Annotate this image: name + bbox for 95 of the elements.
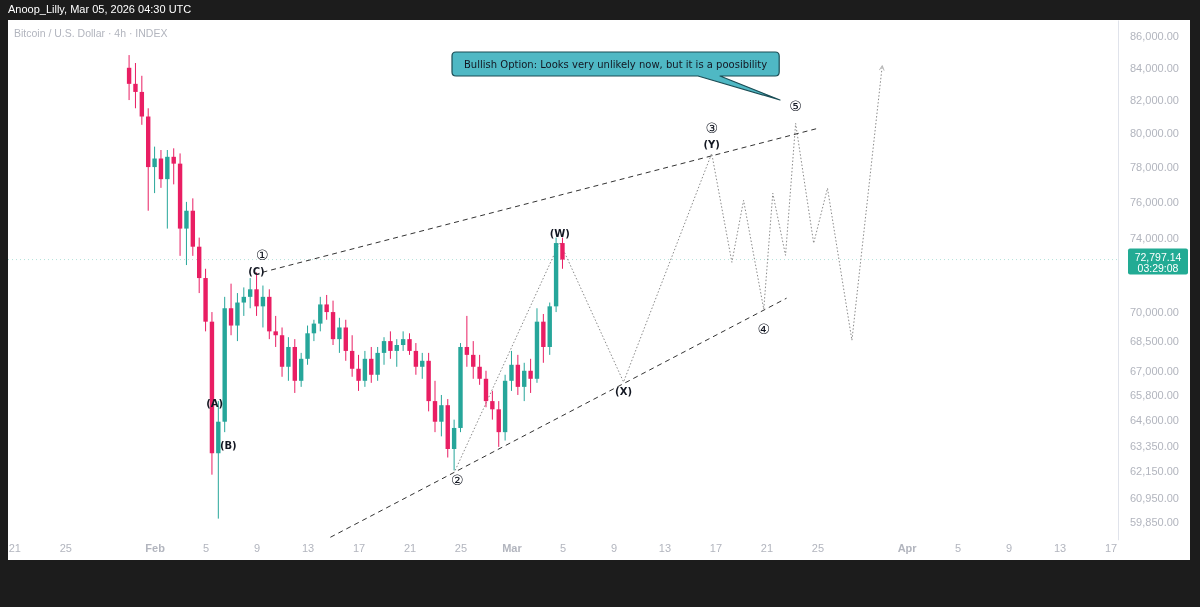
x-tick-label: 25 bbox=[454, 541, 468, 554]
candlestick bbox=[407, 332, 412, 356]
y-tick-label: 86,000.00 bbox=[1130, 30, 1179, 43]
candlestick bbox=[152, 146, 157, 194]
candlestick bbox=[413, 342, 419, 376]
candlestick bbox=[394, 338, 399, 368]
candlestick bbox=[477, 354, 482, 386]
y-tick-label: 84,000.00 bbox=[1130, 61, 1179, 74]
candlestick bbox=[184, 201, 189, 266]
annotation: (X) bbox=[615, 385, 632, 397]
candlestick bbox=[241, 286, 247, 317]
y-tick-label: 68,500.00 bbox=[1130, 335, 1179, 348]
y-tick-label: 62,150.00 bbox=[1130, 465, 1179, 478]
x-tick-label: 17 bbox=[1104, 541, 1118, 554]
candlestick bbox=[171, 147, 176, 185]
x-tick-label: 13 bbox=[658, 541, 672, 554]
candlestick bbox=[126, 54, 132, 101]
candlestick bbox=[286, 336, 291, 382]
x-tick-label: 5 bbox=[559, 541, 567, 554]
text: Anoop_Lilly, Mar 05, 2026 04:30 UTC bbox=[8, 3, 192, 15]
candlestick bbox=[420, 352, 425, 380]
annotation: ① bbox=[256, 247, 269, 264]
annotation: (Y) bbox=[703, 138, 720, 150]
candlestick bbox=[165, 149, 170, 230]
x-tick-label: 21 bbox=[760, 541, 774, 554]
x-tick-label: 5 bbox=[203, 541, 210, 554]
x-tick-label: 13 bbox=[301, 541, 315, 554]
candlestick bbox=[273, 315, 278, 348]
candlestick bbox=[381, 336, 387, 366]
y-tick-label: 59,850.00 bbox=[1130, 515, 1179, 528]
candlestick bbox=[247, 277, 253, 309]
x-tick-label: 17 bbox=[352, 541, 366, 554]
y-tick-label: 64,600.00 bbox=[1130, 413, 1179, 426]
candlestick bbox=[369, 346, 374, 384]
x-tick-label: 21 bbox=[8, 541, 21, 554]
candlestick bbox=[133, 62, 138, 109]
candlestick bbox=[560, 237, 565, 270]
candlestick bbox=[515, 354, 521, 396]
candlestick bbox=[400, 330, 406, 352]
y-tick-label: 78,000.00 bbox=[1130, 161, 1179, 174]
x-tick-label: 9 bbox=[1006, 541, 1013, 554]
x-tick-label: Feb bbox=[145, 541, 166, 554]
candlestick bbox=[483, 370, 489, 408]
x-tick-label: 13 bbox=[1053, 541, 1067, 554]
candlestick bbox=[356, 354, 361, 392]
candlestick bbox=[388, 330, 393, 360]
x-tick-label: 9 bbox=[253, 541, 261, 554]
candlestick bbox=[528, 358, 533, 394]
x-tick-label: 21 bbox=[403, 541, 417, 554]
y-tick-label: 70,000.00 bbox=[1130, 306, 1179, 319]
x-tick-label: Apr bbox=[897, 541, 918, 554]
annotation: (C) bbox=[248, 265, 265, 277]
candlestick bbox=[509, 350, 514, 392]
x-tick-label: 17 bbox=[709, 541, 723, 554]
text: 03:29:08 bbox=[1137, 261, 1179, 274]
candlestick bbox=[318, 296, 323, 332]
candlestick bbox=[375, 346, 380, 382]
y-tick-label: 67,000.00 bbox=[1130, 364, 1179, 377]
candlestick bbox=[324, 294, 329, 321]
candlestick bbox=[496, 400, 501, 448]
y-tick-label: 76,000.00 bbox=[1130, 195, 1179, 208]
candlestick bbox=[298, 352, 304, 388]
x-tick-label: 25 bbox=[59, 541, 72, 554]
candlestick bbox=[349, 334, 355, 378]
x-tick-label: Mar bbox=[502, 541, 523, 554]
annotation: ⑤ bbox=[789, 98, 802, 115]
x-tick-label: 5 bbox=[955, 541, 962, 554]
annotation: ② bbox=[450, 472, 464, 489]
candlestick bbox=[362, 350, 368, 388]
annotation: ③ bbox=[705, 120, 718, 137]
candlestick bbox=[522, 362, 527, 402]
y-tick-label: 63,350.00 bbox=[1130, 439, 1179, 452]
candlestick bbox=[464, 315, 470, 368]
candlestick bbox=[228, 283, 234, 336]
annotation: (B) bbox=[219, 439, 237, 451]
candlestick bbox=[432, 380, 438, 433]
annotation: Bullish Option: Looks very unlikely now, but it is a poosibility bbox=[464, 58, 768, 70]
text: Bitcoin / U.S. Dollar · 4h · INDEX bbox=[14, 27, 168, 39]
candlestick bbox=[343, 319, 348, 362]
ref-line-label: 72,797.14 bbox=[1134, 250, 1182, 263]
candlestick bbox=[471, 340, 476, 380]
annotation: (W) bbox=[549, 227, 570, 239]
y-tick-label: 74,000.00 bbox=[1130, 231, 1179, 244]
candlestick bbox=[490, 390, 495, 421]
candlestick bbox=[337, 317, 342, 354]
y-tick-label: 82,000.00 bbox=[1130, 94, 1179, 107]
x-tick-label: 9 bbox=[610, 541, 618, 554]
candlestick bbox=[451, 419, 457, 471]
x-tick-label: 25 bbox=[811, 541, 825, 554]
y-tick-label: 65,800.00 bbox=[1130, 389, 1179, 401]
y-tick-label: 80,000.00 bbox=[1130, 127, 1179, 140]
candlestick bbox=[235, 292, 240, 342]
annotation: ④ bbox=[757, 321, 771, 338]
y-tick-label: 60,950.00 bbox=[1130, 491, 1179, 504]
candlestick bbox=[439, 394, 444, 437]
